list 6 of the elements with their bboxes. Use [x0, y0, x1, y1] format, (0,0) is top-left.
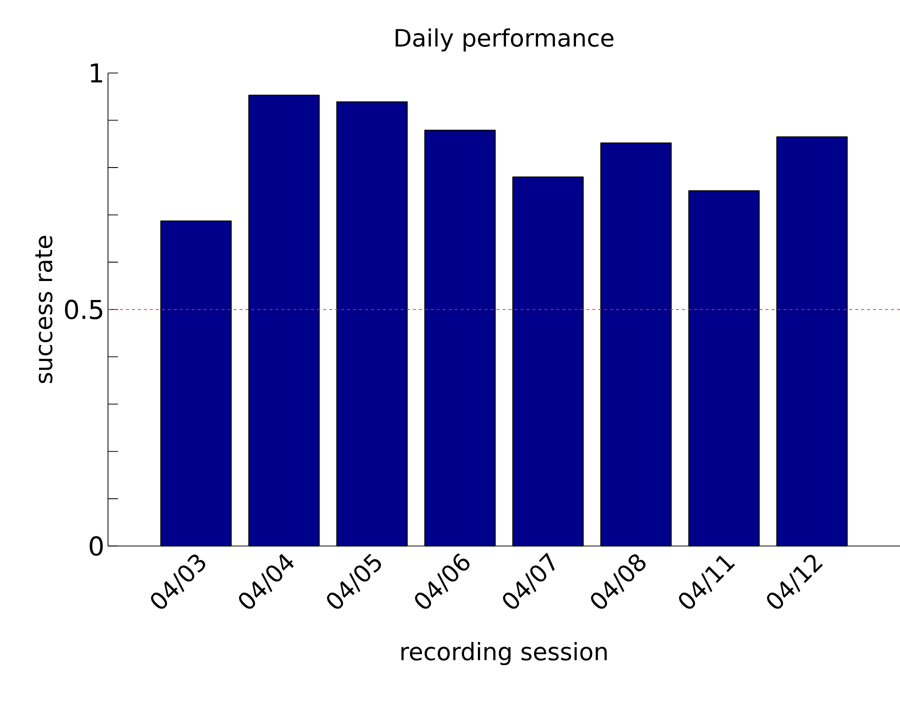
chart-title: Daily performance: [396, 28, 614, 52]
x-axis-title: recording session: [401, 642, 607, 666]
y-axis-title: success rate: [35, 236, 52, 384]
y-tick-label: 1: [90, 64, 102, 82]
y-tick-label: 0.5: [64, 300, 102, 320]
y-tick-label: 0: [90, 536, 103, 556]
